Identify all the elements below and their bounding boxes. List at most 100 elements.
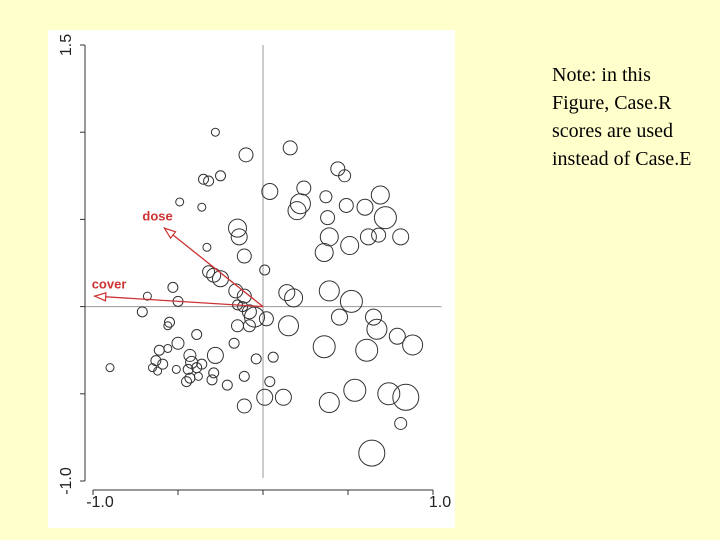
point [221,379,233,391]
point [105,363,115,373]
point [365,308,382,326]
point [167,281,179,293]
point [142,291,152,301]
point [175,197,185,207]
point [330,161,346,177]
point [392,383,420,411]
point [261,182,279,200]
point [183,348,197,362]
point [256,388,274,406]
arrow-label: dose [142,209,172,224]
point [191,329,203,341]
point [150,355,162,367]
point [282,140,298,156]
y-tick-label: -1.0 [58,467,75,495]
point [202,242,212,252]
point [338,197,354,213]
note: Note: in this Figure, Case.R scores are … [552,64,692,170]
point [366,318,388,340]
point [264,376,276,388]
point [312,335,336,359]
point [338,169,352,183]
point [242,319,256,333]
point [193,371,203,381]
point [206,374,218,386]
x-tick-label: -1.0 [86,494,114,511]
point [153,344,165,356]
point [320,210,336,226]
point [358,439,386,467]
point [318,280,340,302]
arrow-head [92,292,107,302]
point [287,201,307,221]
point [359,228,377,246]
point [394,416,408,430]
point [258,311,274,327]
point [228,218,247,238]
point [202,265,216,279]
point [228,337,240,349]
point [215,170,226,182]
point [163,321,173,331]
point [331,308,348,326]
point [163,343,173,353]
point [197,202,207,212]
point [392,228,410,246]
point [250,353,262,365]
y-tick-label: 1.5 [58,34,75,56]
point [236,248,252,264]
point [157,358,169,370]
point [278,315,299,337]
point [373,206,397,230]
point [171,336,185,350]
point [355,338,379,362]
point [388,327,406,345]
arrow-label: cover [92,277,127,292]
point [371,227,387,243]
point [230,228,248,246]
point [314,243,334,263]
point [198,173,209,185]
point [236,398,252,414]
point [370,185,390,205]
point [274,388,292,406]
point [289,193,311,215]
point [319,190,333,204]
arrow-head [163,227,177,240]
point [318,392,340,414]
point [296,180,312,196]
point [278,284,296,302]
point [171,364,181,374]
point [339,289,363,313]
point [136,306,148,318]
point [244,306,265,328]
point [164,316,175,328]
point [267,351,279,363]
point [259,264,271,276]
point [238,370,250,382]
arrow [163,227,264,308]
point [343,378,367,402]
arrow [94,295,264,308]
point [340,236,360,256]
point [208,367,220,379]
point [402,334,424,356]
point [182,363,194,375]
point [210,127,220,137]
point [319,227,339,247]
point [228,283,244,299]
point [236,288,252,304]
chart-panel [48,30,455,528]
point [356,198,374,216]
point [231,319,244,333]
point [241,304,257,320]
point [377,382,401,406]
point [238,147,254,163]
point [181,376,192,388]
point [284,288,304,308]
x-tick-label: 1.0 [429,494,451,511]
point [206,346,224,364]
point [203,175,215,187]
